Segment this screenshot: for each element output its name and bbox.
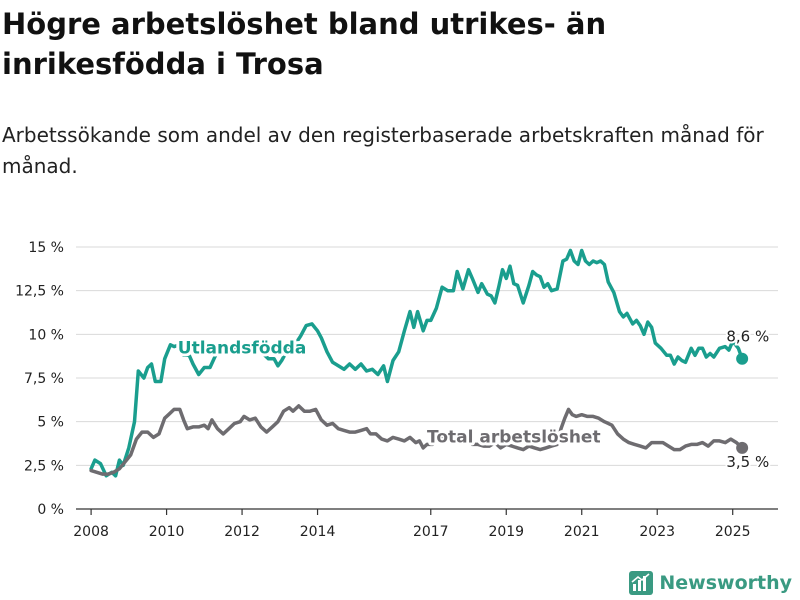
x-tick-label: 2014 xyxy=(300,524,336,540)
x-tick-label: 2025 xyxy=(715,524,751,540)
series-labels: Utlandsfödda 8,6 % Total arbetslöshet 3,5 % xyxy=(175,325,771,473)
y-axis-ticks: 0 % 2,5 % 5 % 7,5 % 10 % 12,5 % 15 % xyxy=(15,240,64,518)
page-subtitle: Arbetssökande som andel av den registerb… xyxy=(2,123,764,178)
brand-logo[interactable]: Newsworthy xyxy=(629,568,792,598)
x-tick-label: 2023 xyxy=(639,524,675,540)
y-tick-label: 2,5 % xyxy=(24,458,64,474)
brand-name: Newsworthy xyxy=(659,572,792,594)
y-tick-label: 12,5 % xyxy=(15,284,64,300)
series-line-0 xyxy=(89,248,744,478)
series-line-1 xyxy=(89,404,744,476)
series-end-value-label-1: 3,5 % xyxy=(726,453,769,471)
series-end-point-1 xyxy=(736,441,749,454)
page-title: Högre arbetslöshet bland utrikes- än inr… xyxy=(2,7,607,81)
series-end-point-0 xyxy=(736,352,749,365)
x-tick-label: 2008 xyxy=(73,524,109,540)
y-tick-label: 15 % xyxy=(28,240,64,256)
x-tick-label: 2017 xyxy=(413,524,449,540)
y-tick-label: 7,5 % xyxy=(24,371,64,387)
y-tick-label: 0 % xyxy=(37,502,64,518)
y-tick-label: 5 % xyxy=(37,415,64,431)
series-name-label-1: Total arbetslöshet xyxy=(427,428,601,448)
x-axis: 2008 2010 2012 2014 2017 2019 2021 2023 2025 xyxy=(73,508,778,540)
series-end-value-label-0: 8,6 % xyxy=(726,327,769,345)
x-tick-label: 2010 xyxy=(149,524,185,540)
x-tick-label: 2012 xyxy=(224,524,260,540)
y-tick-label: 10 % xyxy=(28,327,64,343)
series-lines xyxy=(89,248,749,478)
x-tick-label: 2021 xyxy=(564,524,600,540)
newsworthy-logo-icon xyxy=(629,571,654,595)
series-name-label-0: Utlandsfödda xyxy=(178,339,307,359)
x-tick-label: 2019 xyxy=(488,524,524,540)
gridlines xyxy=(76,246,778,466)
